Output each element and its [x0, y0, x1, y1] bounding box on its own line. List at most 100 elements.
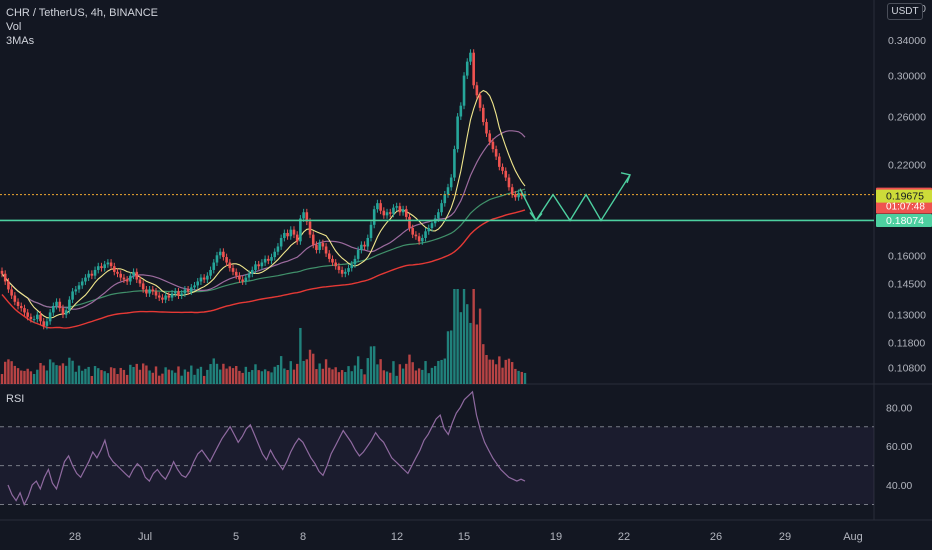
moving-averages-indicator-label[interactable]: 3MAs [6, 35, 35, 47]
volume-bar [462, 289, 466, 384]
candle-body [350, 264, 354, 269]
candle-body [424, 231, 427, 238]
volume-bar [308, 349, 312, 384]
candle-body [311, 234, 315, 245]
candle-body [119, 273, 123, 278]
volume-bar [10, 361, 13, 384]
candle-body [382, 210, 386, 216]
volume-bar [376, 364, 379, 384]
volume-bar [504, 359, 507, 384]
volume-bar [122, 369, 126, 384]
candle-body [379, 203, 382, 211]
volume-bar [283, 368, 286, 384]
volume-bar [366, 358, 369, 384]
volume-bar [331, 369, 334, 384]
volume-bar [372, 346, 376, 384]
candle-body [23, 308, 26, 313]
candle-body [257, 264, 260, 267]
volume-bar [20, 370, 23, 384]
candle-body [238, 275, 241, 280]
candle-body [414, 234, 418, 237]
candle-body [501, 166, 504, 171]
volume-bar [177, 366, 180, 384]
time-axis-label: 28 [69, 531, 81, 543]
volume-bar [328, 367, 331, 384]
volume-bar [26, 368, 29, 384]
candle-body [164, 295, 167, 300]
candle-body [305, 212, 309, 222]
candle-body [331, 258, 334, 263]
fast-ma-line [1, 89, 526, 319]
candle-body [302, 212, 305, 219]
candle-body [360, 244, 363, 250]
rsi-axis-label: 40.00 [886, 480, 912, 492]
candle-body [3, 273, 7, 282]
candle-body [491, 141, 495, 150]
candle-body [26, 312, 29, 317]
candle-body [218, 251, 222, 256]
candle-body [385, 212, 389, 216]
volume-bar [125, 374, 129, 384]
price-tag [876, 189, 932, 203]
volume-bar [421, 369, 424, 384]
candle-body [411, 228, 414, 235]
candle-body [103, 264, 106, 269]
volume-bar [523, 372, 527, 384]
candle-body [113, 266, 116, 272]
candle-body [199, 277, 203, 282]
volume-bar [141, 363, 145, 384]
volume-bar [315, 369, 318, 384]
volume-bar [97, 368, 100, 384]
volume-bar [289, 361, 292, 384]
candle-body [52, 305, 55, 313]
candle-body [180, 293, 183, 296]
candle-body [161, 297, 164, 300]
volume-bar [209, 364, 212, 384]
time-axis-label: Aug [843, 531, 863, 543]
candle-body [212, 262, 216, 270]
candle-body [260, 262, 264, 267]
volume-bar [344, 372, 347, 384]
volume-bar [190, 365, 193, 384]
volume-bar [42, 365, 45, 384]
volume-bar [113, 368, 116, 384]
volume-bar [170, 370, 174, 384]
candle-body [417, 236, 421, 242]
candle-body [35, 314, 39, 320]
candle-body [61, 308, 65, 315]
volume-indicator-label[interactable]: Vol [6, 21, 22, 33]
volume-bar [263, 369, 267, 384]
volume-bar [347, 366, 350, 384]
rsi-axis-label: 60.00 [886, 441, 912, 453]
volume-bar [466, 304, 469, 384]
volume-bar [29, 371, 33, 384]
volume-bar [206, 369, 209, 384]
volume-bar [84, 368, 87, 384]
volume-bar [340, 370, 344, 384]
volume-bar [459, 312, 463, 384]
candle-body [279, 237, 283, 247]
candle-body [430, 223, 434, 229]
volume-bar [430, 367, 434, 384]
volume-bar [318, 363, 321, 384]
countdown-timer: 01:07:48 [886, 202, 925, 213]
time-axis-label: 8 [300, 531, 306, 543]
candle-body [138, 279, 142, 284]
candle-body [315, 244, 318, 250]
candle-body [404, 209, 408, 217]
candle-body [16, 301, 20, 306]
candle-body [55, 301, 58, 306]
candle-body [116, 271, 119, 274]
volume-bar [61, 363, 65, 384]
candle-body [514, 194, 517, 198]
currency-badge[interactable]: USDT [887, 3, 923, 20]
rsi-indicator-label[interactable]: RSI [6, 393, 25, 405]
volume-bar [405, 363, 408, 384]
candle-body [209, 269, 212, 276]
volume-bar [520, 371, 523, 384]
candle-body [459, 105, 463, 117]
volume-bar [267, 371, 270, 384]
candle-body [254, 264, 257, 270]
volume-bar [369, 346, 373, 384]
